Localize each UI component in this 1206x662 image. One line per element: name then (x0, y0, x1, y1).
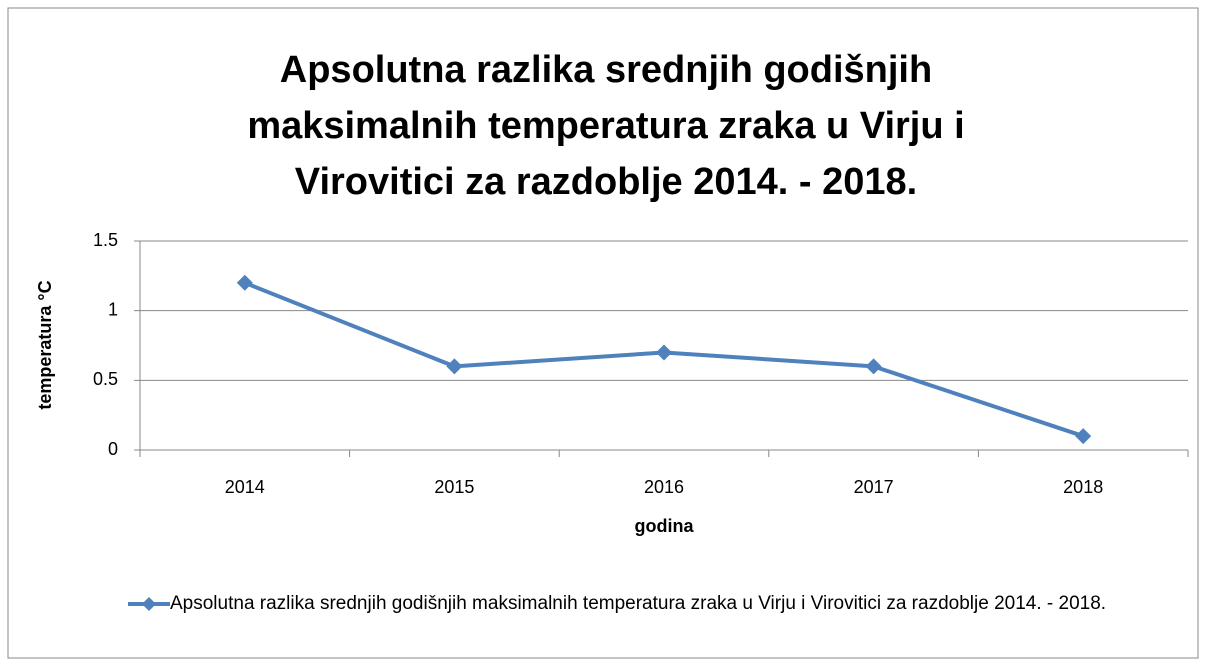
marker (236, 274, 253, 291)
chart-title: Apsolutna razlika srednjih godišnjih mak… (247, 49, 965, 203)
chart-frame (7, 7, 1199, 659)
x-tick-label: 2014 (225, 477, 265, 497)
legend-marker (142, 597, 156, 611)
marker (1075, 428, 1092, 445)
x-tick-label: 2016 (644, 477, 684, 497)
y-tick-label: 1.5 (93, 230, 118, 250)
legend-label: Apsolutna razlika srednjih godišnjih mak… (170, 593, 1107, 614)
marker (656, 344, 672, 361)
y-tick-label: 1 (108, 299, 118, 319)
marker (446, 358, 463, 375)
x-tick-label: 2018 (1063, 477, 1103, 497)
y-tick-label: 0.5 (93, 369, 118, 389)
x-axis-label: godina (635, 516, 695, 536)
y-tick-label: 0 (108, 439, 118, 459)
x-tick-label: 2015 (434, 477, 474, 497)
y-axis-label: temperatura °C (35, 280, 55, 409)
x-tick-label: 2017 (854, 477, 894, 497)
marker (865, 358, 882, 375)
